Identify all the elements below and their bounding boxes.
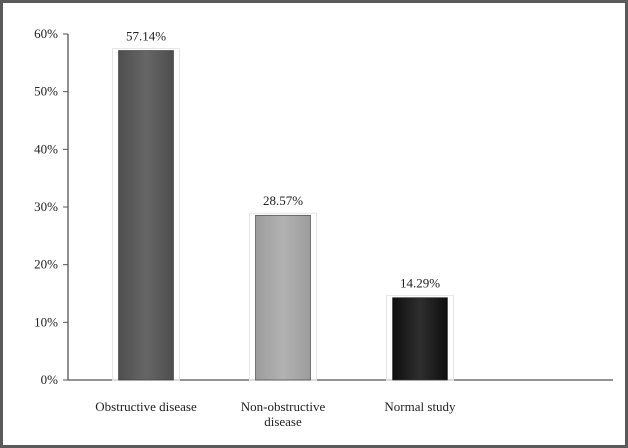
y-tick-label: 20% [34, 257, 58, 272]
y-tick-label: 30% [34, 199, 58, 214]
category-label: Non-obstructive [241, 399, 326, 414]
bar [392, 297, 448, 381]
y-tick-label: 10% [34, 314, 58, 329]
bars [112, 47, 454, 381]
y-axis-ticks: 0% 10% 20% 30% 40% 50% 60% [34, 26, 68, 387]
category-label: Normal study [384, 399, 456, 414]
y-tick-label: 0% [41, 372, 59, 387]
category-labels: Obstructive disease Non-obstructivediseas… [95, 399, 456, 429]
bar-chart: 0%10%20%30%40%50%60% 57.14%28.57%14.29% … [34, 26, 613, 429]
category-label: Obstructive disease [95, 399, 197, 414]
category-label: disease [264, 414, 302, 429]
y-tick-label: 50% [34, 84, 58, 99]
data-labels: 57.14% 28.57% 14.29% [126, 28, 440, 290]
y-tick-label: 40% [34, 141, 58, 156]
bar [255, 214, 311, 381]
data-label: 57.14% [126, 28, 166, 43]
bar [118, 50, 174, 381]
data-label: 14.29% [400, 276, 440, 291]
data-label: 28.57% [263, 193, 303, 208]
y-tick-label: 60% [34, 26, 58, 41]
